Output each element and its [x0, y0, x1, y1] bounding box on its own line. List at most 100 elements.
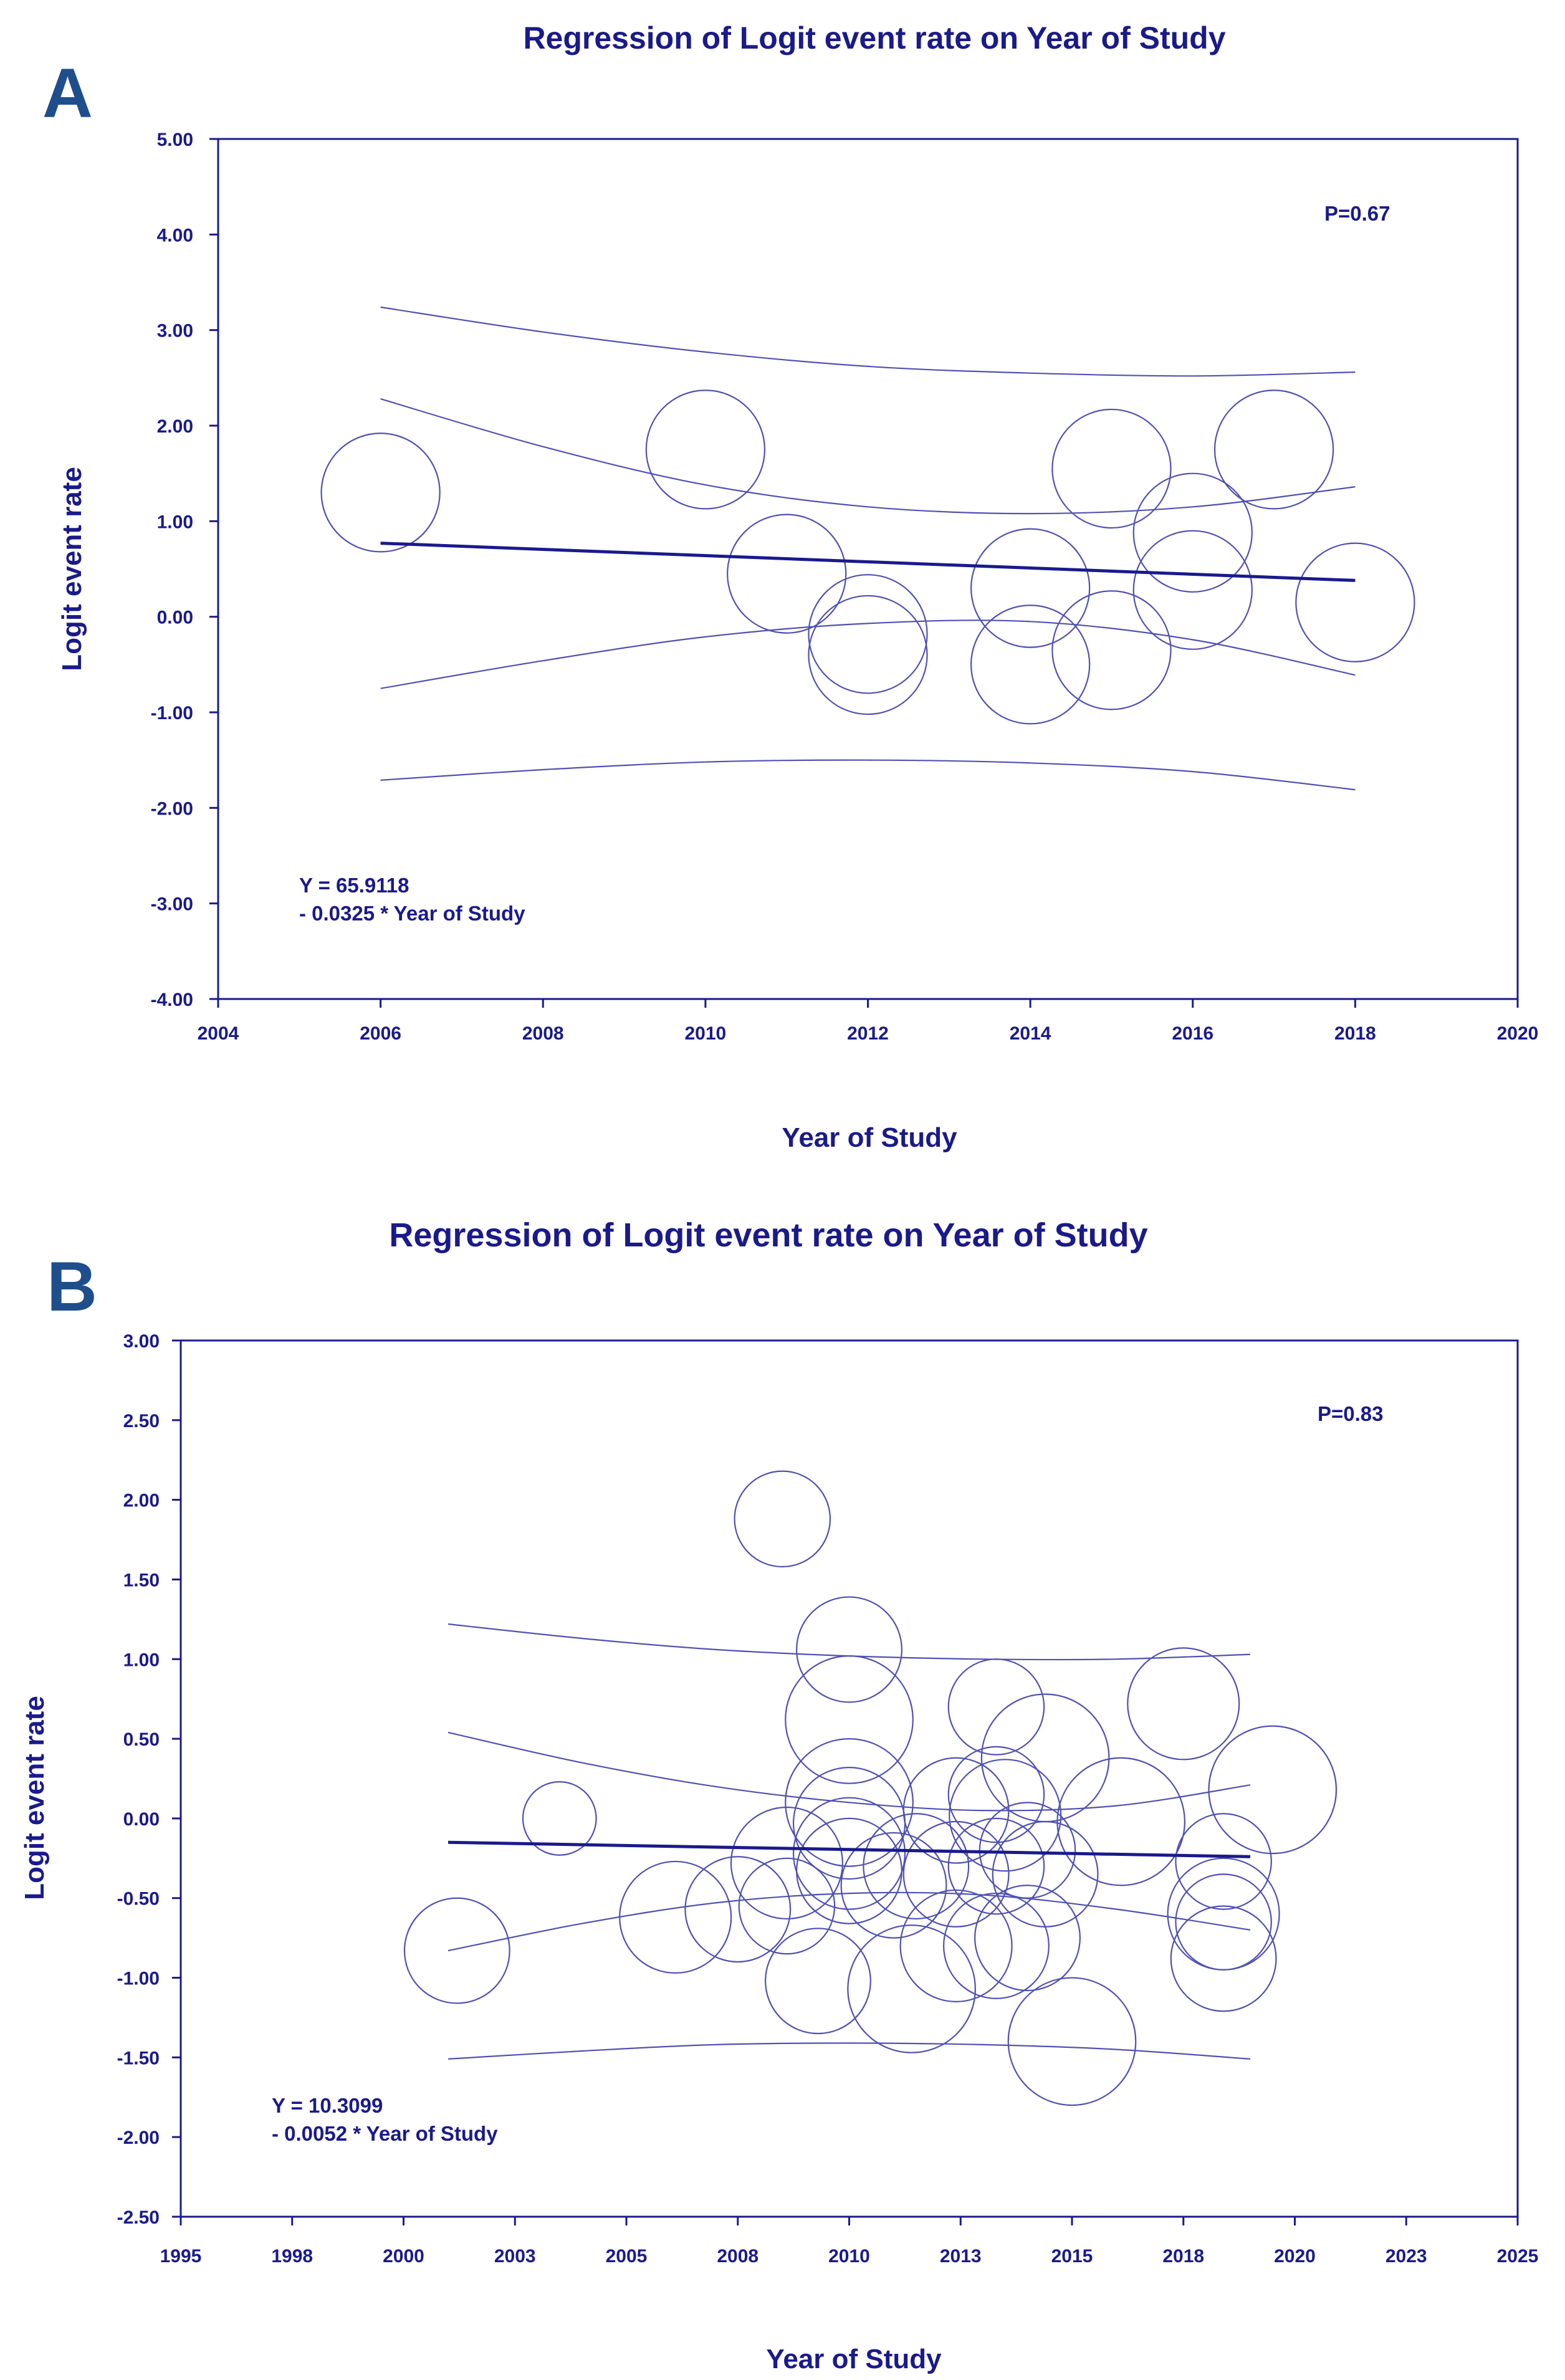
panel-b-equation-line-2: - 0.0052 * Year of Study: [272, 2122, 498, 2145]
panel-a-y-tick-label: -2.00: [151, 798, 193, 819]
panel-a-x-tick-label: 2010: [685, 1023, 727, 1044]
panel-a-x-tick-label: 2012: [847, 1023, 889, 1044]
panel-b-study-bubble: [947, 1746, 1045, 1843]
panel-b-x-tick-label: 2005: [606, 2246, 648, 2267]
panel-a-regression-line: [380, 542, 1356, 582]
panel-a-study-bubble: [727, 514, 847, 634]
panel-a-x-tick-label: 2018: [1334, 1023, 1376, 1044]
panel-a-y-axis-label: Logit event rate: [57, 467, 87, 671]
panel-a-study-bubble: [808, 595, 928, 715]
panel-b-letter: B: [47, 1248, 97, 1326]
panel-a-ci-outer-lower-curve: [380, 759, 1356, 791]
panel-a-equation-line-1: Y = 65.9118: [299, 874, 409, 897]
panel-b-y-tick-label: 0.00: [123, 1809, 160, 1830]
panel-a-x-tick-label: 2020: [1497, 1023, 1539, 1044]
panel-b-pvalue: P=0.83: [1318, 1402, 1384, 1425]
panel-b-equation-line-1: Y = 10.3099: [272, 2094, 383, 2117]
panel-b-study-bubble: [785, 1655, 914, 1784]
panel-b-y-tick-label: -1.50: [117, 2048, 160, 2068]
panel-a-study-bubble: [1132, 530, 1253, 650]
panel-a-title: Regression of Logit event rate on Year o…: [523, 21, 1225, 55]
panel-b-study-bubble: [764, 1928, 871, 2035]
panel-b-study-bubble: [734, 1470, 831, 1568]
panel-b-regression-line: [447, 1840, 1251, 1858]
panel-b-x-tick-label: 2003: [494, 2246, 536, 2267]
panel-a-study-bubble: [320, 433, 441, 553]
panel-b-y-tick-label: -1.00: [117, 1969, 160, 1989]
panel-a-x-tick-label: 2016: [1172, 1023, 1213, 1044]
panel-b-x-tick-label: 2025: [1497, 2246, 1539, 2267]
panel-b-study-bubble: [619, 1860, 732, 1974]
panel-b-x-tick-label: 2000: [383, 2246, 424, 2267]
panel-a-study-bubble: [1051, 590, 1172, 710]
panel-a-study-bubble: [1295, 542, 1415, 662]
panel-b-y-tick-label: -0.50: [117, 1889, 160, 1909]
panel-b-study-bubble: [974, 1885, 1081, 1992]
panel-b-x-axis-label: Year of Study: [766, 2344, 942, 2374]
panel-a-ci-inner-upper-curve: [380, 398, 1356, 515]
panel-b-study-bubble: [840, 1832, 947, 1939]
panel-b-y-tick-label: -2.50: [117, 2207, 160, 2228]
panel-b-study-bubble: [792, 1797, 906, 1910]
panel-b-y-tick-label: 1.50: [123, 1570, 160, 1590]
panel-b-x-tick-label: 2018: [1162, 2246, 1204, 2267]
panel-b: Regression of Logit event rate on Year o…: [19, 1216, 1538, 2374]
panel-a-study-bubble: [808, 574, 928, 694]
panel-b-study-bubble: [1056, 1757, 1186, 1886]
panel-b-x-tick-label: 2023: [1386, 2246, 1427, 2267]
panel-b-ci-inner-lower-curve: [447, 1891, 1251, 1952]
panel-a-y-tick-label: -4.00: [151, 990, 193, 1010]
panel-b-study-bubble: [522, 1781, 597, 1856]
panel-a-study-bubble: [1213, 389, 1334, 510]
panel-a-study-bubble: [1051, 408, 1172, 529]
panel-b-study-bubble: [796, 1596, 902, 1703]
panel-b-study-bubble: [403, 1897, 510, 2004]
panel-b-y-tick-label: -2.00: [117, 2128, 160, 2148]
panel-a-y-tick-label: 4.00: [157, 225, 193, 246]
panel-b-y-tick-label: 2.50: [123, 1411, 160, 1431]
panel-a-x-tick-label: 2006: [360, 1023, 401, 1044]
panel-b-study-bubble: [1170, 1905, 1277, 2012]
panel-b-study-bubble: [1175, 1873, 1272, 1971]
panel-b-study-bubble: [1208, 1725, 1338, 1855]
panel-b-study-bubble: [863, 1813, 970, 1920]
panel-b-study-bubble: [738, 1857, 836, 1955]
panel-b-study-bubble: [730, 1806, 843, 1920]
panel-a-x-tick-label: 2008: [522, 1023, 564, 1044]
panel-b-study-bubble: [947, 1658, 1045, 1756]
panel-b-y-axis-label: Logit event rate: [19, 1696, 50, 1900]
panel-b-x-tick-label: 2010: [828, 2246, 870, 2267]
panel-b-ci-inner-upper-curve: [447, 1731, 1251, 1812]
panel-b-x-tick-label: 2008: [717, 2246, 759, 2267]
panel-a-y-tick-label: 1.00: [157, 512, 193, 532]
panel-b-y-tick-label: 0.50: [123, 1729, 160, 1750]
panel-b-x-tick-label: 1995: [160, 2246, 202, 2267]
panel-b-y-tick-label: 1.00: [123, 1650, 160, 1670]
panel-a-pvalue: P=0.67: [1324, 202, 1390, 225]
panel-a-y-tick-label: -3.00: [151, 894, 193, 915]
panel-b-x-tick-label: 2013: [940, 2246, 982, 2267]
panel-b-study-bubble: [847, 1924, 976, 2053]
panel-a-equation-line-2: - 0.0325 * Year of Study: [299, 902, 525, 925]
panel-a-ci-outer-upper-curve: [380, 306, 1356, 377]
panel-a-y-tick-label: 2.00: [157, 416, 193, 437]
panel-b-x-tick-label: 2015: [1051, 2246, 1093, 2267]
panel-b-regression: [447, 1840, 1251, 1858]
panel-a-study-bubble: [1132, 472, 1253, 593]
panel-a-study-bubble: [970, 528, 1091, 648]
panel-b-study-bubble: [684, 1856, 792, 1963]
panel-a-ci-curves: [380, 306, 1356, 791]
panel-b-y-ticks: 3.00 2.50 2.00 1.50 1.00 0.50 0.00 -0.50 -1.00 -1…: [117, 1331, 181, 2228]
panel-b-study-bubble: [1175, 1813, 1272, 1910]
panel-b-y-tick-label: 3.00: [123, 1331, 160, 1352]
panel-b-study-bubble: [796, 1817, 902, 1924]
panel-b-x-tick-label: 1998: [271, 2246, 313, 2267]
panel-a-ci-inner-lower-curve: [380, 619, 1356, 689]
panel-a-x-tick-label: 2004: [198, 1023, 239, 1044]
panel-a-x-ticks: 2004 2006 2008 2010 2012 2014 2016 2018 2020: [198, 999, 1539, 1044]
panel-b-title: Regression of Logit event rate on Year o…: [389, 1216, 1147, 1254]
panel-a-y-ticks: 5.00 4.00 3.00 2.00 1.00 0.00 -1.00 -2.00 -3.00 -…: [151, 130, 218, 1010]
panel-a-regression: [380, 542, 1356, 582]
